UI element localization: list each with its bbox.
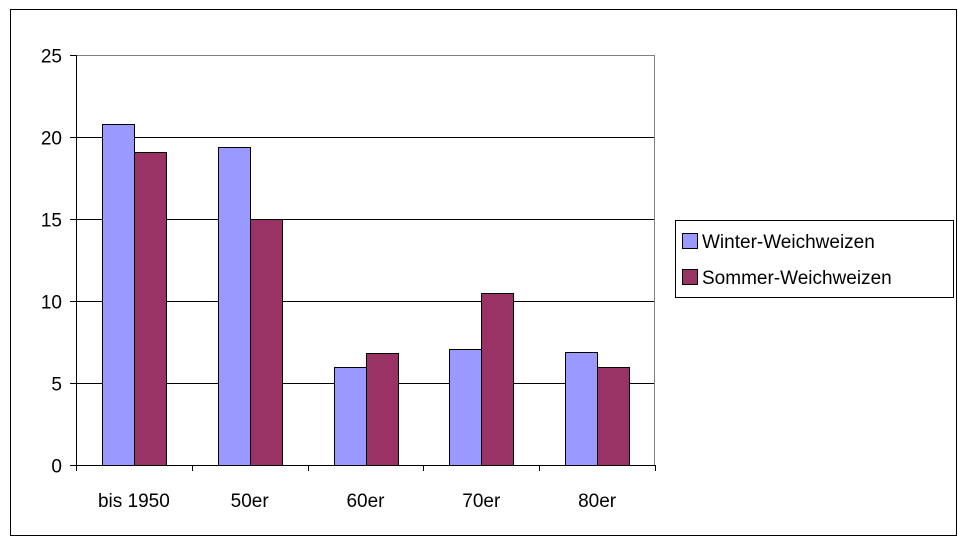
- y-tick-label: 20: [41, 129, 62, 150]
- x-tick-label: 50er: [231, 491, 270, 512]
- y-tick-label: 5: [51, 375, 62, 396]
- bar-sommer-3: [481, 293, 514, 466]
- bar-winter-4: [565, 352, 598, 466]
- bar-winter-3: [449, 349, 482, 466]
- legend-swatch: [682, 269, 698, 285]
- y-tick-label: 15: [41, 211, 62, 232]
- bar-sommer-2: [366, 353, 399, 466]
- bar-winter-2: [334, 367, 367, 466]
- bar-sommer-1: [250, 219, 283, 466]
- bar-winter-0: [102, 124, 135, 466]
- x-tick-label: 70er: [462, 491, 501, 512]
- x-tick-labels: bis 1950 50er 60er 70er 80er: [98, 491, 617, 512]
- y-tick-label: 0: [51, 457, 62, 478]
- legend-box: [675, 220, 954, 298]
- x-tick-label: 60er: [346, 491, 385, 512]
- y-tick-labels: 0 5 10 15 20 25: [41, 47, 62, 478]
- bar-winter-1: [218, 147, 251, 466]
- legend: Winter-Weichweizen Sommer-Weichweizen: [675, 220, 954, 298]
- bar-sommer-0: [134, 152, 167, 466]
- y-tick-label: 10: [41, 293, 62, 314]
- x-tick-label: 80er: [578, 491, 617, 512]
- legend-label: Sommer-Weichweizen: [702, 268, 892, 289]
- y-tick-label: 25: [41, 47, 62, 68]
- bars: [102, 124, 630, 466]
- bar-sommer-4: [597, 367, 630, 466]
- axes: [70, 55, 656, 471]
- legend-label: Winter-Weichweizen: [702, 232, 875, 253]
- x-tick-label: bis 1950: [98, 491, 170, 512]
- legend-swatch: [682, 233, 698, 249]
